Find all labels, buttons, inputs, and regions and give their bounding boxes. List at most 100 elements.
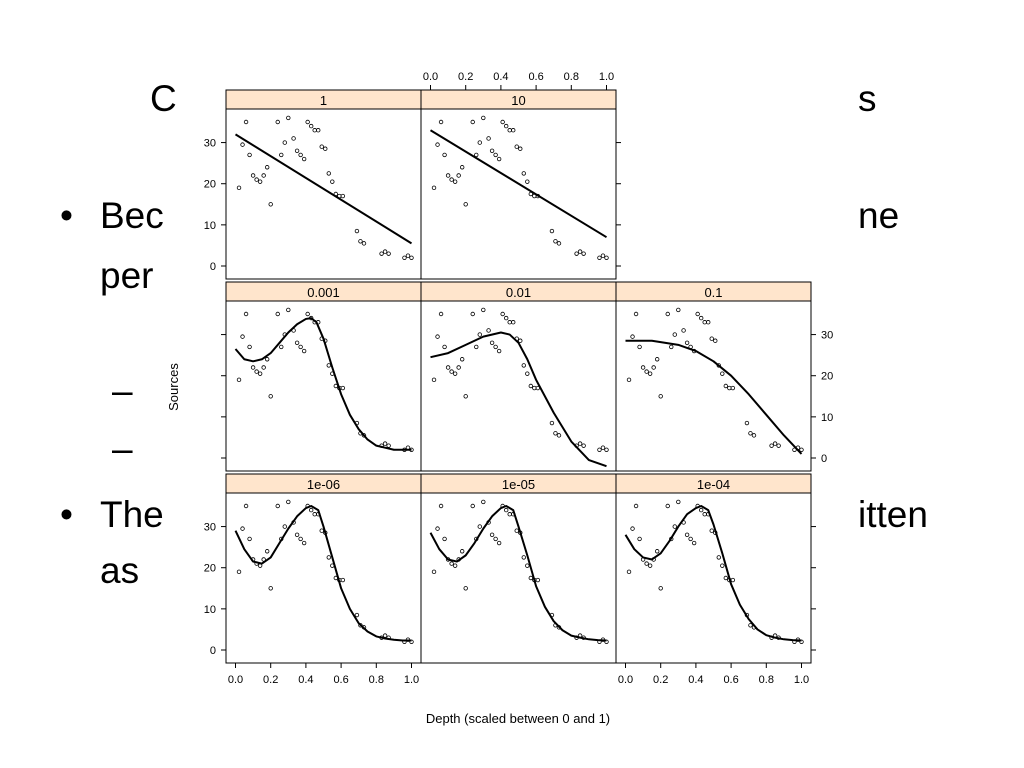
data-point (604, 447, 609, 452)
data-point (633, 311, 639, 317)
data-point (535, 577, 541, 583)
data-point (511, 320, 516, 325)
x-tick-label: 0.8 (759, 674, 774, 686)
y-tick-label: 10 (204, 604, 216, 616)
fit-line (429, 505, 607, 642)
data-point (308, 507, 314, 513)
data-point (688, 536, 693, 542)
data-point (503, 315, 509, 321)
data-point (695, 311, 700, 317)
data-point (477, 140, 482, 145)
data-point (261, 365, 266, 370)
data-point (481, 499, 486, 505)
data-point (493, 536, 498, 542)
data-point (630, 526, 635, 531)
data-point (528, 383, 534, 389)
data-point (521, 555, 526, 560)
data-point (748, 431, 753, 436)
data-point (553, 239, 558, 244)
data-point (500, 311, 505, 317)
data-point (442, 152, 447, 158)
data-point (431, 185, 437, 191)
data-point (456, 173, 461, 178)
x-tick-label: 0.2 (653, 674, 668, 686)
data-point (723, 575, 729, 581)
data-point (456, 365, 461, 370)
data-point (301, 540, 307, 546)
data-point (459, 549, 465, 554)
fit-line (234, 317, 412, 451)
data-point (681, 328, 686, 333)
data-point (243, 503, 249, 509)
data-point (518, 338, 523, 343)
data-point (463, 586, 468, 591)
panel: 10 (420, 89, 617, 280)
panel-strip-label: 0.001 (307, 285, 340, 300)
data-point (626, 569, 632, 575)
data-point (698, 315, 704, 321)
x-tick-label: 0.0 (228, 674, 243, 686)
bullet-marker-3: • (60, 494, 73, 535)
data-point (438, 119, 444, 125)
x-tick-label: 0.0 (618, 674, 633, 686)
data-point (326, 171, 331, 176)
data-point (340, 577, 346, 583)
fit-line (234, 505, 412, 642)
data-point (435, 142, 440, 147)
data-point (254, 369, 259, 374)
data-point (279, 152, 284, 158)
bullet-text-3-left: The (100, 494, 164, 535)
data-point (676, 499, 681, 505)
data-point (463, 202, 468, 207)
data-point (493, 344, 498, 350)
data-point (720, 371, 725, 376)
data-point (477, 524, 482, 529)
data-point (577, 441, 583, 446)
data-point (449, 561, 454, 566)
data-point (316, 128, 321, 133)
data-point (240, 142, 245, 147)
x-tick-label: 0.6 (528, 71, 543, 83)
bullet-text-2-left: per (100, 255, 154, 296)
data-point (600, 253, 606, 258)
data-point (257, 371, 263, 376)
panel: 1e-06 (225, 473, 422, 664)
panel-strip-label: 1 (320, 93, 327, 108)
bullet-text-4-left: as (100, 550, 140, 591)
data-point (459, 357, 465, 362)
data-point (709, 336, 714, 341)
data-point (382, 441, 388, 446)
data-point (672, 524, 677, 529)
data-point (528, 575, 534, 581)
x-tick-label: 0.4 (493, 71, 508, 83)
data-point (247, 152, 252, 158)
data-point (500, 119, 505, 125)
data-points (626, 307, 804, 452)
data-point (626, 377, 632, 383)
sub-bullet-marker-2: – (112, 428, 133, 469)
y-tick-label: 10 (821, 412, 833, 424)
data-point (604, 255, 609, 260)
data-point (503, 507, 509, 513)
data-point (769, 443, 774, 448)
data-point (250, 365, 256, 370)
data-point (438, 311, 444, 317)
data-point (489, 148, 495, 153)
data-point (633, 503, 639, 509)
data-point (481, 307, 486, 313)
x-tick-label: 0.2 (263, 674, 278, 686)
fit-line (234, 133, 413, 245)
data-point (243, 311, 249, 317)
data-point (236, 569, 242, 575)
fit-line (430, 331, 607, 468)
data-point (709, 528, 714, 533)
data-point (445, 365, 451, 370)
panel-strip-label: 10 (511, 93, 525, 108)
x-tick-label: 0.6 (333, 674, 348, 686)
data-point (474, 152, 479, 158)
data-point (301, 348, 307, 354)
data-point (449, 369, 454, 374)
data-point (474, 344, 479, 350)
bullet-marker-1: • (60, 195, 73, 236)
data-point (247, 536, 252, 542)
